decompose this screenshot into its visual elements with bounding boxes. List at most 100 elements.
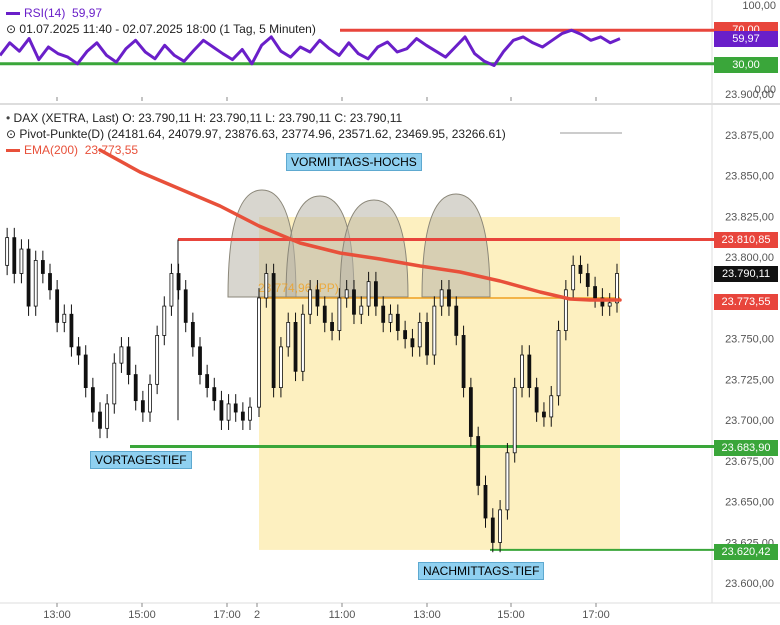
time-axis-tick: 11:00 bbox=[329, 609, 356, 621]
candle-body bbox=[279, 346, 283, 389]
candle-body bbox=[205, 374, 210, 388]
candle-body bbox=[461, 335, 466, 389]
candle-body bbox=[98, 411, 102, 429]
candle-body bbox=[26, 248, 31, 307]
pivot-pp-label: 23.774,96 (PP) bbox=[258, 281, 339, 295]
candle-body bbox=[48, 273, 52, 291]
candle-body bbox=[322, 305, 327, 323]
candle-body bbox=[293, 321, 298, 372]
candle-body bbox=[512, 387, 517, 454]
ema-legend: EMA(200) 23.773,55 bbox=[6, 143, 138, 157]
pivot-legend-text: Pivot-Punkte(D) (24181.64, 24079.97, 238… bbox=[19, 127, 506, 141]
candle-body bbox=[366, 281, 371, 307]
candle-body bbox=[264, 273, 269, 299]
candle-body bbox=[300, 313, 305, 372]
time-axis-tick: 2 bbox=[254, 609, 260, 621]
rsi-lower-tag: 30,00 bbox=[714, 57, 778, 73]
candle-body bbox=[549, 395, 554, 418]
candle-body bbox=[105, 403, 110, 429]
clock-icon: ⊙ bbox=[6, 22, 17, 36]
vormittags-hoch-marker bbox=[339, 199, 409, 298]
candle-body bbox=[148, 383, 152, 413]
pivot-icon: ⊙ bbox=[6, 127, 17, 141]
candle-body bbox=[62, 313, 67, 323]
price-axis-tick: 23.650,00 bbox=[725, 497, 774, 509]
candle-body bbox=[395, 313, 400, 331]
candle-body bbox=[286, 321, 291, 348]
rsi-range: 01.07.2025 11:40 - 02.07.2025 18:00 (1 T… bbox=[19, 22, 316, 36]
rsi-current-tag: 59,97 bbox=[714, 31, 778, 47]
candle-body bbox=[359, 305, 364, 315]
candle-body bbox=[212, 387, 217, 402]
candle-body bbox=[578, 264, 583, 274]
nachmittagstief-tag: 23.620,42 bbox=[714, 544, 778, 560]
last-price-tag: 23.790,11 bbox=[714, 266, 778, 282]
candle-body bbox=[140, 400, 145, 413]
annotation-nachmittags-tief: NACHMITTAGS-TIEF bbox=[418, 562, 545, 580]
price-axis-tick: 23.675,00 bbox=[725, 456, 774, 468]
ema-legend-value: 23.773,55 bbox=[84, 143, 139, 157]
dax-legend: • DAX (XETRA, Last) O: 23.790,11 H: 23.7… bbox=[6, 111, 402, 125]
annotation-vortagestief: VORTAGESTIEF bbox=[90, 451, 192, 469]
candle-body bbox=[498, 509, 503, 543]
candle-body bbox=[563, 289, 568, 331]
dax-legend-text: DAX (XETRA, Last) O: 23.790,11 H: 23.790… bbox=[13, 111, 403, 125]
ema-legend-name: EMA(200) bbox=[24, 143, 79, 157]
candle-body bbox=[403, 330, 408, 340]
candle-body bbox=[233, 403, 238, 413]
pivot-legend: ⊙ Pivot-Punkte(D) (24181.64, 24079.97, 2… bbox=[6, 127, 506, 141]
rsi-legend: RSI(14) 59,97 bbox=[6, 6, 102, 20]
price-axis-tick: 23.825,00 bbox=[725, 211, 774, 223]
price-axis-tick: 23.725,00 bbox=[725, 374, 774, 386]
candle-body bbox=[542, 411, 546, 418]
annotation-vormittags-hochs: VORMITTAGS-HOCHS bbox=[286, 153, 422, 171]
candle-body bbox=[69, 313, 74, 348]
candle-body bbox=[556, 330, 561, 397]
rsi-range-legend: ⊙ 01.07.2025 11:40 - 02.07.2025 18:00 (1… bbox=[6, 22, 316, 36]
candle-body bbox=[571, 264, 576, 291]
time-axis-tick: 13:00 bbox=[413, 609, 441, 621]
candle-body bbox=[330, 321, 334, 331]
candle-body bbox=[388, 313, 393, 323]
time-axis-tick: 17:00 bbox=[582, 609, 610, 621]
candle-body bbox=[226, 403, 231, 421]
candle-body bbox=[112, 362, 117, 405]
price-axis-tick: 23.750,00 bbox=[725, 334, 774, 346]
candle-body bbox=[162, 305, 167, 336]
candle-body bbox=[19, 248, 24, 274]
rsi-line bbox=[0, 28, 621, 67]
time-axis-tick: 17:00 bbox=[213, 609, 241, 621]
candle-body bbox=[55, 289, 60, 323]
price-axis-tick: 23.850,00 bbox=[725, 171, 774, 183]
price-axis-tick: 23.600,00 bbox=[725, 578, 774, 590]
candle-body bbox=[271, 273, 276, 388]
candle-body bbox=[315, 289, 320, 307]
candle-body bbox=[219, 400, 224, 421]
rsi-swatch-icon bbox=[6, 12, 20, 16]
candle-body bbox=[352, 289, 356, 315]
price-axis-tick: 23.875,00 bbox=[725, 130, 774, 142]
candle-body bbox=[447, 289, 451, 307]
ema-tag: 23.773,55 bbox=[714, 294, 778, 310]
candle-body bbox=[439, 289, 444, 307]
candle-body bbox=[432, 305, 437, 356]
candle-body bbox=[483, 484, 488, 519]
candle-body bbox=[585, 273, 590, 287]
time-axis-tick: 15:00 bbox=[128, 609, 156, 621]
candle-body bbox=[490, 517, 495, 543]
candle-body bbox=[248, 406, 252, 421]
vortagestief-tag: 23.683,90 bbox=[714, 440, 778, 456]
candle-body bbox=[83, 354, 88, 388]
candle-body bbox=[90, 387, 95, 413]
candle-body bbox=[12, 237, 17, 274]
rsi-legend-value: 59,97 bbox=[72, 6, 103, 20]
price-axis-tick-partial: 23.900,00 bbox=[725, 89, 774, 101]
candle-body bbox=[308, 289, 313, 315]
vormittags-hoch-marker bbox=[421, 193, 491, 298]
candle-body bbox=[169, 273, 174, 307]
candle-body bbox=[76, 346, 81, 356]
candle-body bbox=[534, 387, 539, 413]
candle-body bbox=[454, 305, 459, 336]
candle-body bbox=[417, 321, 422, 348]
